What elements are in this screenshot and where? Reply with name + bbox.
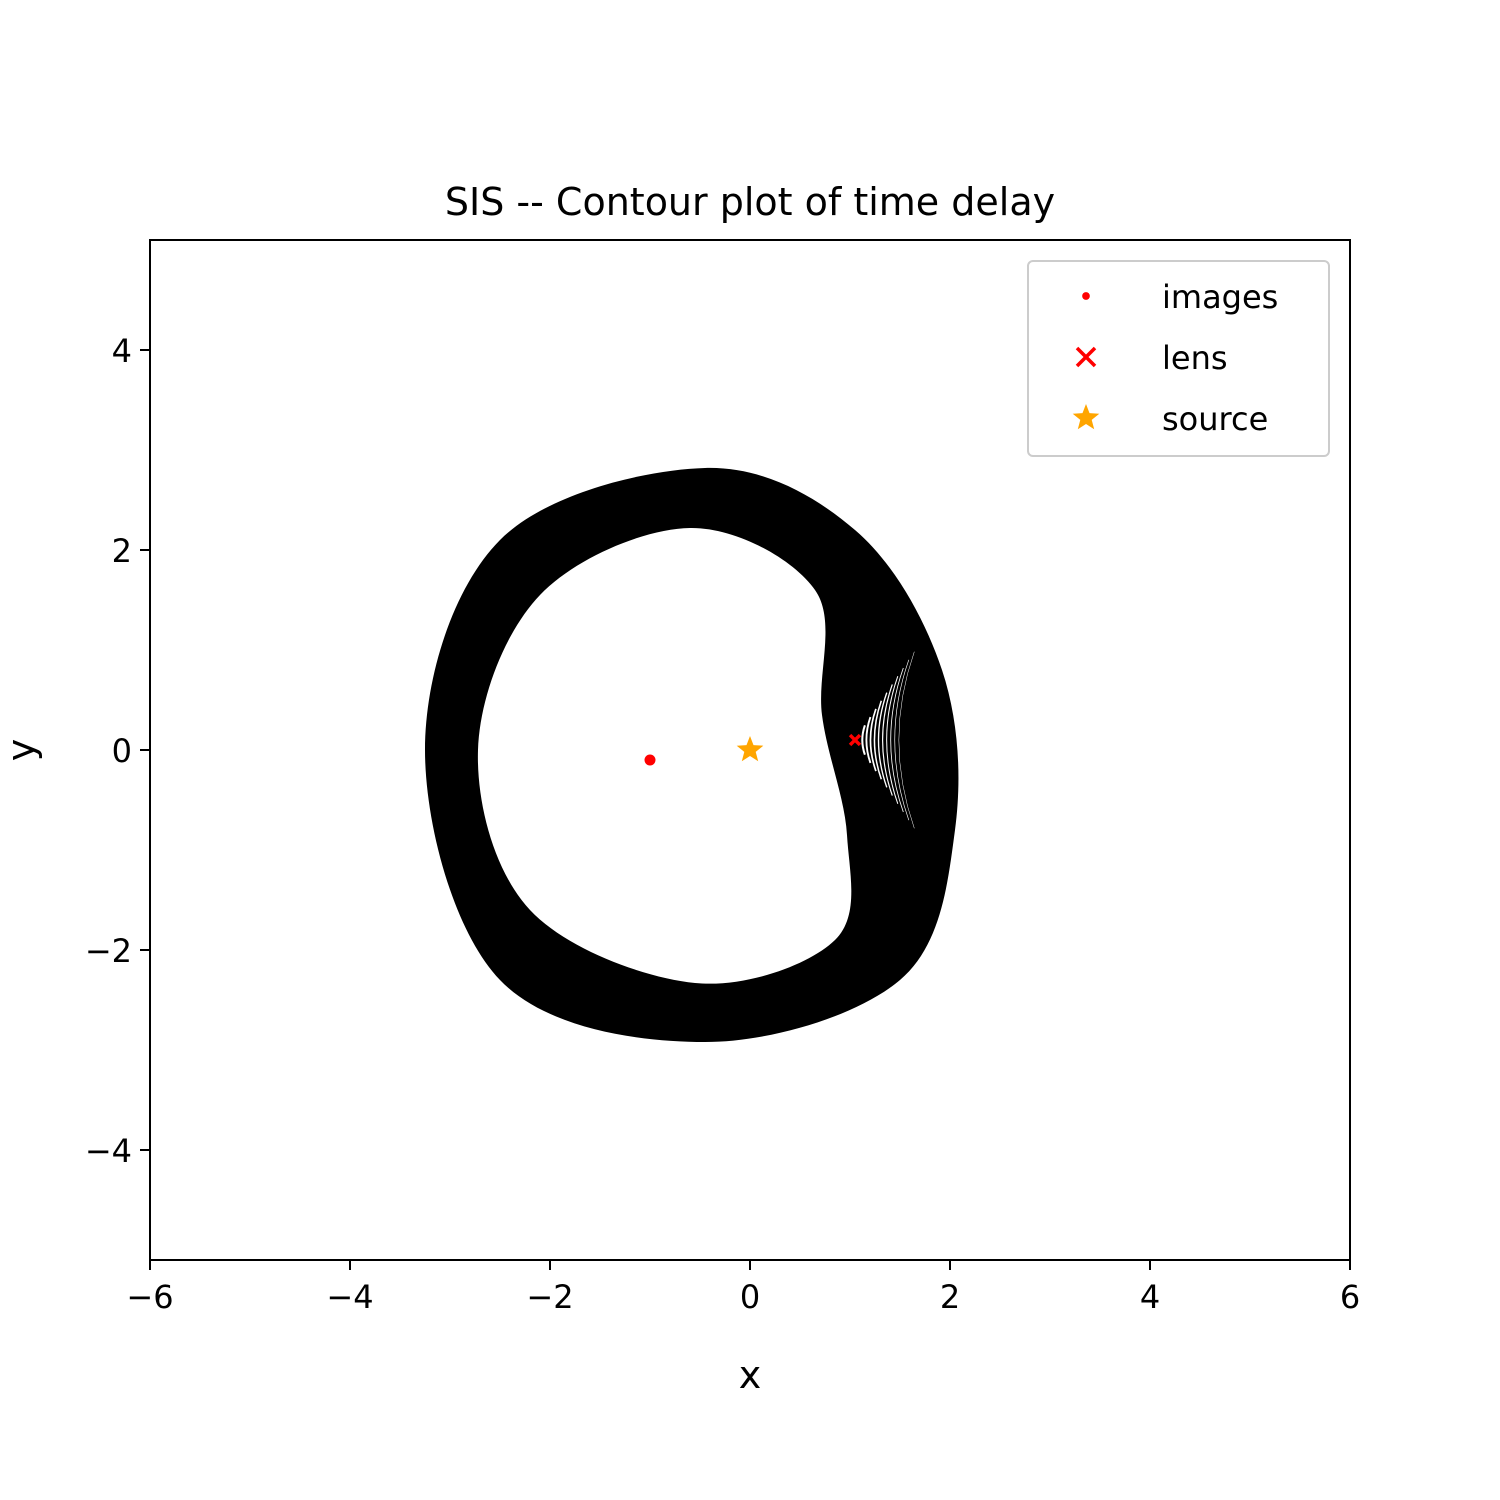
x-axis-label: x <box>739 1353 762 1397</box>
plot-area <box>425 467 959 1043</box>
contour-line <box>865 716 872 764</box>
contour-line <box>886 676 899 804</box>
x-tick-label: 2 <box>940 1278 960 1316</box>
y-tick-label: 4 <box>112 332 132 370</box>
x-tick-label: 6 <box>1340 1278 1360 1316</box>
contour-line <box>882 684 893 796</box>
chart-title: SIS -- Contour plot of time delay <box>445 180 1055 224</box>
contour-line <box>894 659 910 821</box>
legend-label: lens <box>1162 339 1228 377</box>
x-axis-ticks: −6 −4 −2 0 2 4 6 <box>126 1260 1360 1316</box>
contour-line <box>869 708 877 772</box>
y-tick-label: −4 <box>85 1132 132 1170</box>
x-tick-label: −2 <box>526 1278 573 1316</box>
legend: images lens source <box>1027 260 1330 457</box>
lens-stroke <box>848 733 862 747</box>
legend-label: images <box>1162 278 1278 316</box>
legend-entries: images lens source <box>1072 278 1278 438</box>
source-marker <box>1072 404 1100 430</box>
y-axis-ticks: −4 −2 0 2 4 <box>85 332 150 1170</box>
legend-label: source <box>1162 400 1268 438</box>
source-marker <box>736 736 764 762</box>
x-tick-label: 4 <box>1140 1278 1160 1316</box>
x-tick-label: −6 <box>126 1278 173 1316</box>
contour-line <box>890 667 904 813</box>
contour-line <box>877 692 888 788</box>
legend-entry-source: source <box>1072 400 1268 438</box>
image-point <box>644 754 656 766</box>
y-axis-label: y <box>0 739 43 762</box>
x-tick-label: −4 <box>326 1278 373 1316</box>
contour-line <box>873 700 883 780</box>
y-tick-label: 0 <box>112 732 132 770</box>
lens-marker <box>1075 346 1097 368</box>
lens-stroke <box>1075 346 1097 368</box>
lens-marker <box>848 733 862 747</box>
y-tick-label: −2 <box>85 932 132 970</box>
legend-entry-lens: lens <box>1075 339 1228 377</box>
contour-line <box>898 651 915 829</box>
image-point <box>1082 292 1090 300</box>
legend-box <box>1027 260 1330 457</box>
y-tick-label: 2 <box>112 532 132 570</box>
x-tick-label: 0 <box>740 1278 760 1316</box>
legend-entry-images: images <box>1082 278 1278 316</box>
contour-line <box>861 724 866 756</box>
contour-band <box>425 467 959 1043</box>
data-markers <box>644 733 862 766</box>
